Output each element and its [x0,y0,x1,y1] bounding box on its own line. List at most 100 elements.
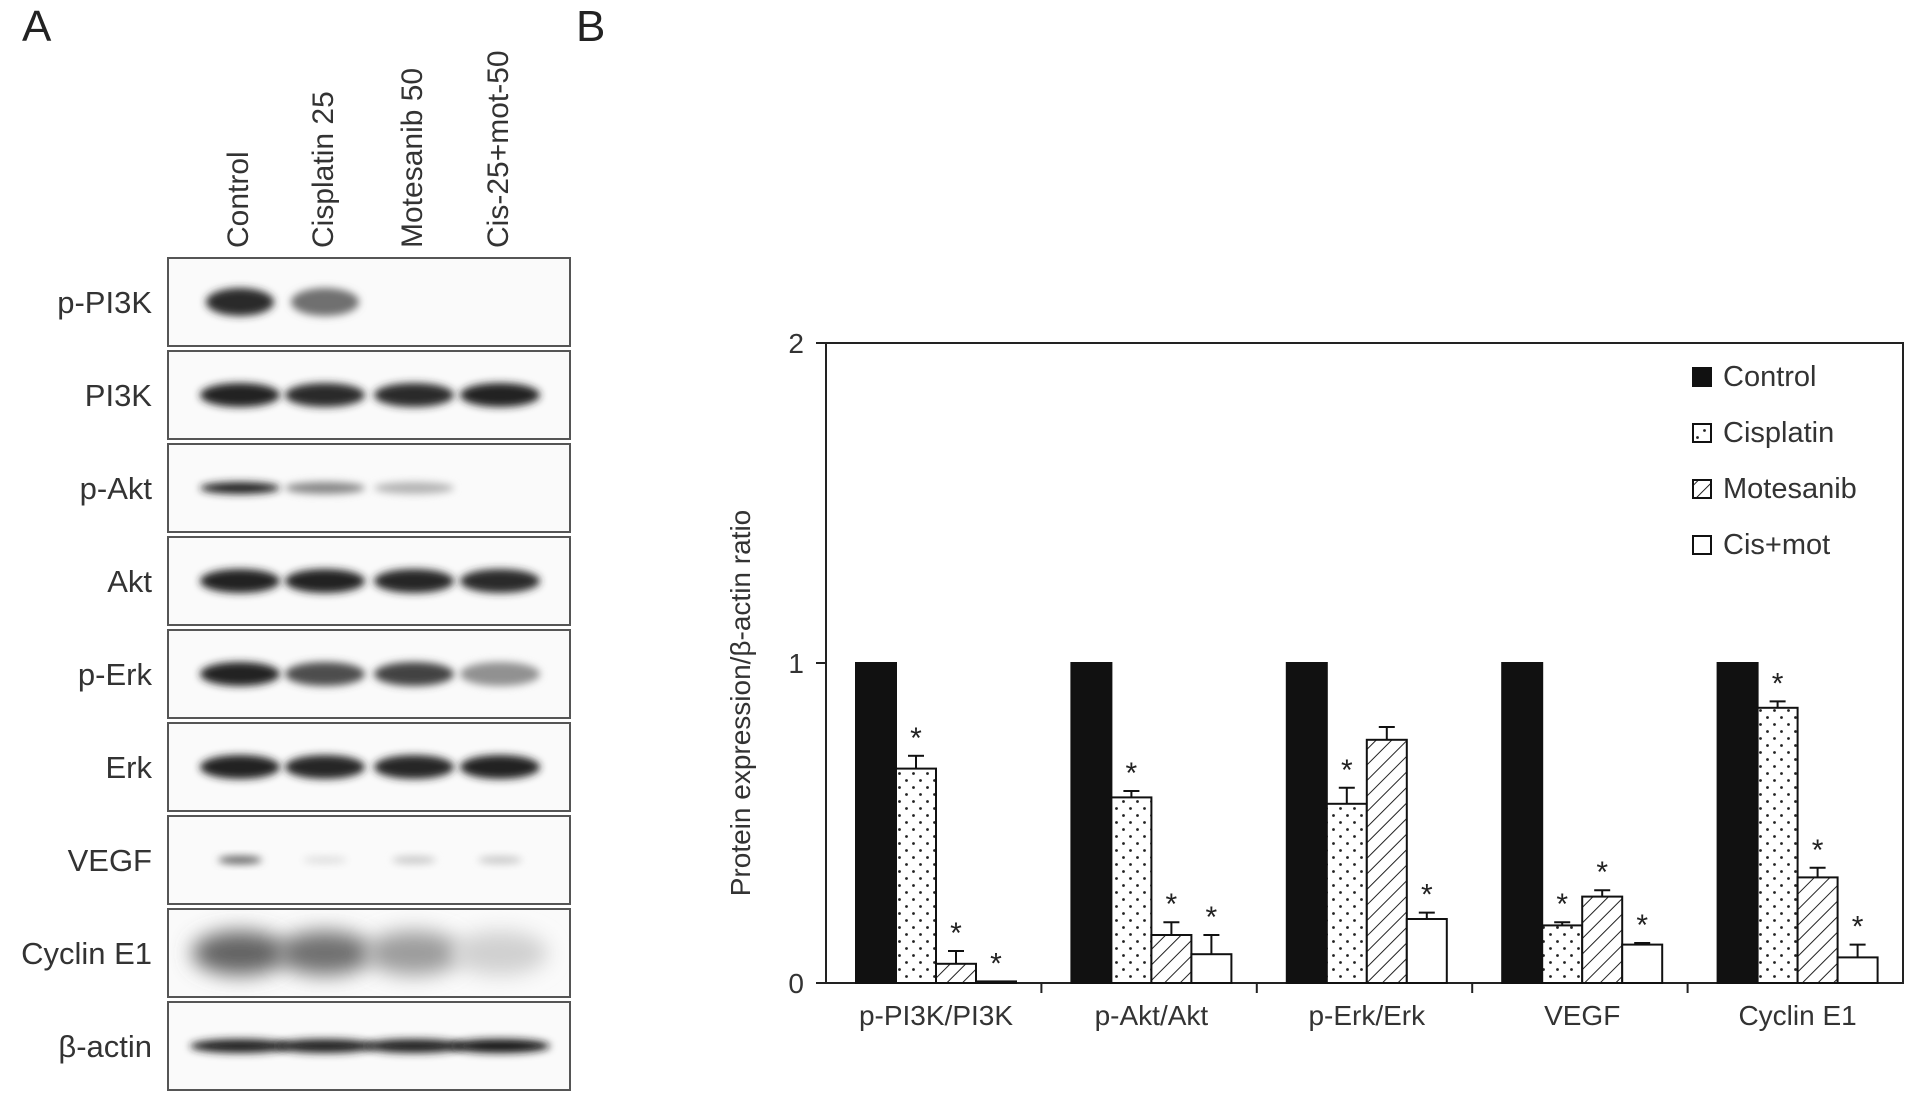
lane-header-2: Cisplatin 25 [307,91,340,248]
significance-marker: * [1772,667,1784,700]
blot-band-lane-1 [200,755,280,779]
blot-band-lane-1 [218,856,262,864]
bar-control [1070,662,1113,984]
bar-motesanib [1365,738,1408,984]
blot-row-cyclin-e1: Cyclin E1 [21,908,571,998]
blot-band-lane-4 [478,856,522,864]
blot-band-lane-4 [460,569,540,593]
x-tick-label: p-Erk/Erk [1308,1000,1426,1031]
y-axis-label: Protein expression/β-actin ratio [725,510,756,897]
bar-control [1285,662,1328,984]
legend-swatch-cis-mot [1692,535,1712,555]
significance-marker: * [1852,911,1864,944]
western-blot-panel: A Control Cisplatin 25 Motesanib 50 Cis-25+… [0,0,700,1096]
blot-band-lane-1 [192,931,288,975]
significance-marker: * [1812,834,1824,867]
bar-cis-mot [1836,956,1879,985]
blot-band-lane-4 [460,755,540,779]
bar-chart-panel: B 0 1 2 Protein expression/β-actin ratio p-P… [576,0,1913,1096]
bar-control [1501,662,1544,984]
blot-band-lane-2 [275,1039,375,1053]
blot-band-lane-4 [460,662,540,686]
bar-control [855,662,897,984]
western-blot-figure: Control Cisplatin 25 Motesanib 50 Cis-25+mo… [21,50,571,1091]
legend-swatch-cisplatin [1692,423,1712,443]
blot-row-label: PI3K [85,378,153,413]
x-tick-label: p-Akt/Akt [1095,1000,1209,1031]
significance-marker: * [1636,909,1648,942]
blot-band-lane-1 [200,569,280,593]
blot-band-lane-3 [364,1039,464,1053]
blot-row-label: Akt [107,564,152,599]
blot-row-label: Cyclin E1 [21,936,152,971]
blot-band-lane-3 [374,383,454,407]
blot-band-lane-2 [277,931,373,975]
blot-band-lane-2 [303,856,347,864]
significance-marker: * [910,722,922,755]
significance-marker: * [1126,757,1138,790]
blot-row-label: p-Akt [80,471,153,506]
blot-row-label: Erk [106,750,153,785]
significance-marker: * [1341,754,1353,787]
significance-marker: * [1206,901,1218,934]
blot-row-label: β-actin [58,1029,152,1064]
bar-cisplatin [1110,796,1153,985]
blot-band-lane-1 [190,1039,290,1053]
blot-band-lane-2 [285,482,365,494]
bar-cis-mot [975,980,1017,985]
bar-chart: 0 1 2 Protein expression/β-actin ratio p-PI3… [725,328,1904,1031]
blot-band-lane-2 [285,569,365,593]
significance-marker: * [1556,888,1568,921]
blot-band-lane-1 [200,662,280,686]
blot-band-lane-3 [374,755,454,779]
bar-cis-mot [1405,918,1448,984]
legend-swatch-motesanib [1692,479,1712,499]
bar-motesanib [1796,876,1839,985]
legend-label: Control [1723,361,1817,393]
blot-band-lane-1 [200,383,280,407]
blot-band-lane-2 [285,755,365,779]
significance-marker: * [950,917,962,950]
lane-header-1: Control [222,151,255,248]
x-tick-label: Cyclin E1 [1738,1000,1856,1031]
y-tick-label: 2 [788,328,804,359]
legend-label: Motesanib [1723,473,1857,505]
blot-band-lane-3 [366,931,462,975]
blot-band-lane-1 [200,482,280,494]
blot-row-label: p-PI3K [57,285,152,320]
blot-row-p-pi3k: p-PI3K [57,257,571,347]
blot-row-label: p-Erk [78,657,153,692]
blot-row-vegf: VEGF [68,815,571,905]
bar-cis-mot [1621,943,1664,984]
lane-header-4: Cis-25+mot-50 [482,50,515,248]
bar-control [1716,662,1759,984]
y-tick-label: 1 [788,648,804,679]
panel-a-letter: A [22,2,52,51]
x-tick-label: p-PI3K/PI3K [859,1000,1013,1031]
legend-label: Cisplatin [1723,417,1834,449]
blot-band-lane-2 [291,288,359,316]
blot-band-lane-4 [452,931,548,975]
blot-band-lane-3 [374,662,454,686]
blot-band-lane-2 [285,662,365,686]
blot-row-pi3k: PI3K [85,350,571,440]
blot-row-erk: Erk [106,722,571,812]
x-tick-label: VEGF [1544,1000,1620,1031]
bar-cisplatin [1325,802,1368,984]
lane-header-3: Motesanib 50 [396,68,429,248]
blot-band-lane-2 [285,383,365,407]
significance-marker: * [1421,879,1433,912]
panel-b-letter: B [576,2,606,51]
blot-row-label: VEGF [68,843,152,878]
blot-band-lane-1 [206,288,274,316]
blot-band-lane-4 [460,383,540,407]
bar-motesanib [1581,895,1624,984]
blot-band-lane-3 [374,569,454,593]
bar-cisplatin [895,767,937,984]
y-tick-label: 0 [788,968,804,999]
blot-row-p-erk: p-Erk [78,629,571,719]
legend-swatch-control [1692,367,1712,387]
blot-band-lane-3 [392,856,436,864]
bar-cisplatin [1541,924,1584,985]
blot-row--actin: β-actin [58,1001,571,1091]
